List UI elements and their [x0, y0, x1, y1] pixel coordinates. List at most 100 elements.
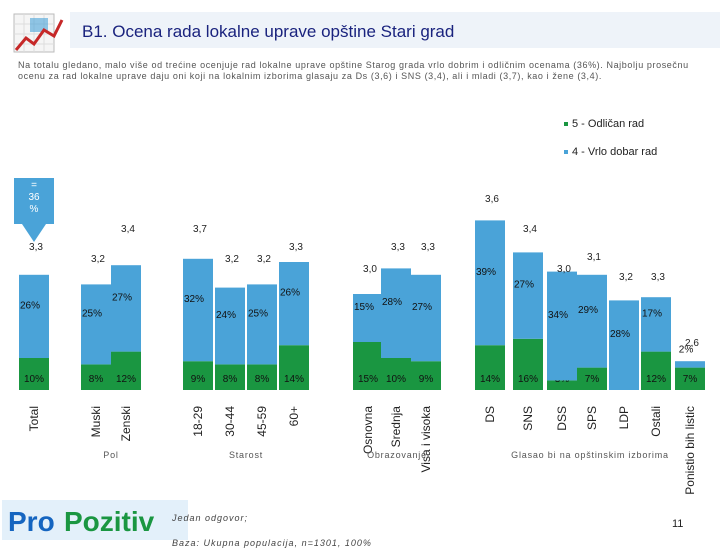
propozitiv-logo: Pro Pozitiv — [2, 500, 188, 540]
bar-excellent-4 — [215, 364, 245, 390]
footer-base-note: Baza: Ukupna populacija, n=1301, 100% — [172, 538, 372, 548]
logo-pozitiv-text: Pozitiv — [64, 506, 155, 537]
data-label-excellent-6: 14% — [284, 374, 304, 385]
bar-very-good-2 — [111, 265, 141, 352]
tick-label-8: Srednja — [389, 406, 403, 448]
data-label-very-good-10: 39% — [476, 267, 496, 278]
tick-label-13: SPS — [585, 406, 599, 430]
data-label-excellent-0: 10% — [24, 374, 44, 385]
data-label-very-good-2: 27% — [112, 292, 132, 303]
bar-very-good-10 — [475, 220, 505, 346]
average-label-15: 3,3 — [651, 272, 665, 283]
bar-very-good-8 — [381, 268, 411, 358]
data-label-excellent-16: 7% — [683, 374, 698, 385]
footer-answer-note: Jedan odgovor; — [172, 513, 249, 523]
data-label-very-good-12: 34% — [548, 310, 568, 321]
tick-label-16: Ponistio bih listic — [683, 406, 697, 495]
bar-very-good-16 — [675, 361, 705, 368]
data-label-excellent-5: 8% — [255, 374, 270, 385]
bar-excellent-13 — [577, 367, 607, 390]
average-label-4: 3,2 — [225, 254, 239, 265]
data-label-very-good-9: 27% — [412, 302, 432, 313]
bar-excellent-8 — [381, 358, 411, 390]
average-label-1: 3,2 — [91, 254, 105, 265]
average-label-9: 3,3 — [421, 242, 435, 253]
data-label-excellent-2: 12% — [116, 374, 136, 385]
data-label-very-good-1: 25% — [82, 308, 102, 319]
data-label-very-good-13: 29% — [578, 305, 598, 316]
data-label-excellent-9: 9% — [419, 374, 434, 385]
callout-arrow — [22, 224, 46, 242]
bar-excellent-3 — [183, 361, 213, 390]
bar-excellent-2 — [111, 351, 141, 390]
data-label-excellent-3: 9% — [191, 374, 206, 385]
stacked-bar-chart: 10% 26% 3,3 Total 8% 25% 3,2 Muski 12% 27% 3,4 Zens… — [19, 194, 705, 495]
average-label-2: 3,4 — [121, 224, 135, 235]
bar-excellent-6 — [279, 345, 309, 390]
bar-very-good-12 — [547, 271, 577, 381]
data-label-excellent-10: 14% — [480, 374, 500, 385]
average-label-8: 3,3 — [391, 242, 405, 253]
tick-label-4: 30-44 — [223, 406, 237, 437]
bar-very-good-1 — [81, 284, 111, 365]
average-label-13: 3,1 — [587, 252, 601, 263]
tick-label-5: 45-59 — [255, 406, 269, 437]
tick-label-12: DSS — [555, 406, 569, 431]
callout-percent: % — [29, 204, 39, 215]
data-label-very-good-4: 24% — [216, 310, 236, 321]
bar-excellent-16 — [675, 367, 705, 390]
logo-pro-text: Pro — [8, 506, 55, 537]
footer-notes: Jedan odgovor; Baza: Ukupna populacija, … — [172, 506, 372, 556]
group-label-0: Pol — [103, 450, 118, 460]
bar-excellent-10 — [475, 345, 505, 390]
page-title: B1. Ocena rada lokalne uprave opštine St… — [82, 22, 455, 41]
data-label-excellent-7: 15% — [358, 374, 378, 385]
tick-label-3: 18-29 — [191, 406, 205, 437]
data-label-excellent-1: 8% — [89, 374, 104, 385]
bar-excellent-5 — [247, 364, 277, 390]
bar-excellent-9 — [411, 361, 441, 390]
data-label-very-good-6: 26% — [280, 288, 300, 299]
page-number: 11 — [672, 518, 684, 530]
bar-excellent-1 — [81, 364, 111, 390]
data-label-excellent-11: 16% — [518, 374, 538, 385]
logo-graph-icon — [13, 13, 64, 53]
tick-label-9: Visa i visoka — [419, 406, 433, 473]
bar-very-good-5 — [247, 284, 277, 365]
average-label-10: 3,6 — [485, 194, 499, 205]
average-label-3: 3,7 — [193, 224, 207, 235]
data-label-very-good-0: 26% — [20, 300, 40, 311]
bar-very-good-13 — [577, 274, 607, 368]
group-label-2: Obrazovanje — [367, 450, 427, 460]
bar-very-good-11 — [513, 252, 543, 339]
bar-very-good-6 — [279, 262, 309, 346]
legend-item-very-good: 4 - Vrlo dobar rad — [564, 146, 657, 158]
legend-swatch-excellent — [564, 122, 568, 127]
bar-excellent-0 — [19, 358, 49, 390]
data-label-very-good-5: 25% — [248, 308, 268, 319]
bar-excellent-15 — [641, 351, 671, 390]
legend-swatch-very-good — [564, 150, 568, 155]
tick-label-15: Ostali — [649, 406, 663, 437]
average-label-12: 3,0 — [557, 264, 571, 275]
average-label-14: 3,2 — [619, 272, 633, 283]
bar-very-good-15 — [641, 297, 671, 352]
legend-label-excellent: 5 - Odličan rad — [572, 118, 645, 130]
data-label-excellent-4: 8% — [223, 374, 238, 385]
bar-excellent-12 — [547, 380, 577, 390]
average-label-7: 3,0 — [363, 264, 377, 275]
header-band — [70, 12, 720, 48]
data-label-very-good-7: 15% — [354, 302, 374, 313]
average-label-16: 2,6 — [685, 338, 699, 349]
tick-label-1: Muski — [89, 406, 103, 437]
average-label-6: 3,3 — [289, 242, 303, 253]
tick-label-6: 60+ — [287, 406, 301, 426]
data-label-very-good-16: 2% — [679, 345, 694, 356]
legend-item-excellent: 5 - Odličan rad — [564, 118, 644, 130]
bar-very-good-3 — [183, 258, 213, 362]
average-label-11: 3,4 — [523, 224, 537, 235]
group-label-1: Starost — [229, 450, 263, 460]
average-label-0: 3,3 — [29, 242, 43, 253]
group-label-3: Glasao bi na opštinskim izborima — [511, 450, 669, 460]
tick-label-14: LDP — [617, 406, 631, 429]
